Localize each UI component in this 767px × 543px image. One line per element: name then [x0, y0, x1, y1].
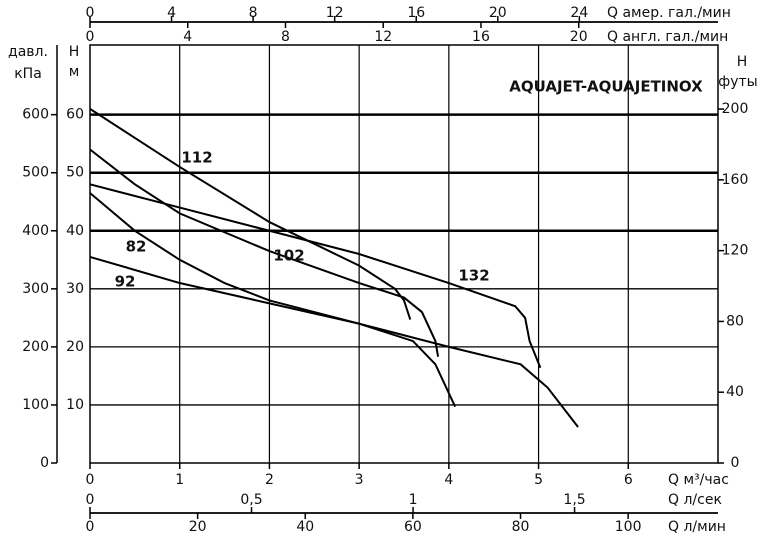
- curve: [89, 148, 440, 357]
- curve: [89, 192, 457, 408]
- y-tick-label: 50: [66, 165, 84, 181]
- x-tick-label: 4: [444, 472, 453, 488]
- x-tick-label: 1,5: [563, 492, 585, 508]
- chart-title: AQUAJET-AQUAJETINOX: [509, 78, 703, 96]
- x-tick-label: 5: [534, 472, 543, 488]
- x-tick-label: 24: [570, 5, 588, 21]
- x-tick-label: 16: [407, 5, 425, 21]
- x-tick-label: 16: [472, 29, 490, 45]
- x-tick-label: 4: [167, 5, 176, 21]
- pressure-tick-label: 300: [22, 281, 49, 297]
- curve: [89, 108, 412, 320]
- y2-axis-label: футы: [718, 74, 757, 90]
- y2-tick-label: 160: [722, 172, 749, 188]
- x-axis-label: Q л/сек: [668, 492, 722, 508]
- x-tick-label: 40: [296, 519, 314, 535]
- y2-tick-label: 120: [722, 243, 749, 259]
- x-tick-label: 1: [175, 472, 184, 488]
- x-tick-label: 20: [570, 29, 588, 45]
- pressure-tick-label: 600: [22, 107, 49, 123]
- y2-tick-label: 80: [726, 313, 744, 329]
- x-tick-label: 8: [281, 29, 290, 45]
- y-axis-label: м: [69, 64, 80, 80]
- x-tick-label: 4: [183, 29, 192, 45]
- x-tick-label: 100: [615, 519, 642, 535]
- y-tick-label: 10: [66, 397, 84, 413]
- x-tick-label: 1: [409, 492, 418, 508]
- x-tick-label: 0,5: [240, 492, 262, 508]
- y-tick-label: 60: [66, 107, 84, 123]
- y-tick-label: 30: [66, 281, 84, 297]
- x-axis-label: Q амер. гал./мин: [607, 5, 731, 21]
- y-axis-label: H: [69, 44, 80, 60]
- x-axis-label: Q м³/час: [668, 472, 729, 488]
- x-axis-label: Q англ. гал./мин: [607, 29, 728, 45]
- curve-label: 112: [181, 149, 212, 167]
- y-tick-label: 20: [66, 339, 84, 355]
- x-tick-label: 80: [512, 519, 530, 535]
- curve-label: 132: [458, 267, 489, 285]
- y2-tick-label: 200: [722, 101, 749, 117]
- x-tick-label: 0: [86, 492, 95, 508]
- y-tick-label: 40: [66, 223, 84, 239]
- y2-axis-label: H: [737, 54, 748, 70]
- curve-label: 102: [273, 247, 304, 265]
- x-axis-label: Q л/мин: [668, 519, 726, 535]
- x-tick-label: 2: [265, 472, 274, 488]
- x-tick-label: 20: [489, 5, 507, 21]
- pressure-tick-label: 400: [22, 223, 49, 239]
- y2-tick-label: 0: [731, 455, 740, 471]
- x-tick-label: 0: [86, 5, 95, 21]
- x-tick-label: 12: [374, 29, 392, 45]
- pressure-axis-label: давл.: [8, 44, 48, 60]
- x-tick-label: 20: [189, 519, 207, 535]
- curve: [89, 255, 579, 428]
- curve: [89, 183, 542, 369]
- curve-label: 92: [115, 273, 136, 291]
- x-tick-label: 8: [249, 5, 258, 21]
- pressure-tick-label: 0: [40, 455, 49, 471]
- pressure-tick-label: 200: [22, 339, 49, 355]
- pressure-tick-label: 100: [22, 397, 49, 413]
- pressure-tick-label: 500: [22, 165, 49, 181]
- curve-label: 82: [126, 238, 147, 256]
- x-tick-label: 12: [326, 5, 344, 21]
- x-tick-label: 0: [86, 472, 95, 488]
- pressure-axis-label: кПа: [14, 66, 42, 82]
- x-tick-label: 60: [404, 519, 422, 535]
- x-tick-label: 6: [624, 472, 633, 488]
- x-tick-label: 0: [86, 519, 95, 535]
- x-tick-label: 3: [355, 472, 364, 488]
- x-tick-label: 0: [86, 29, 95, 45]
- y2-tick-label: 40: [726, 384, 744, 400]
- plot-frame: [89, 44, 719, 464]
